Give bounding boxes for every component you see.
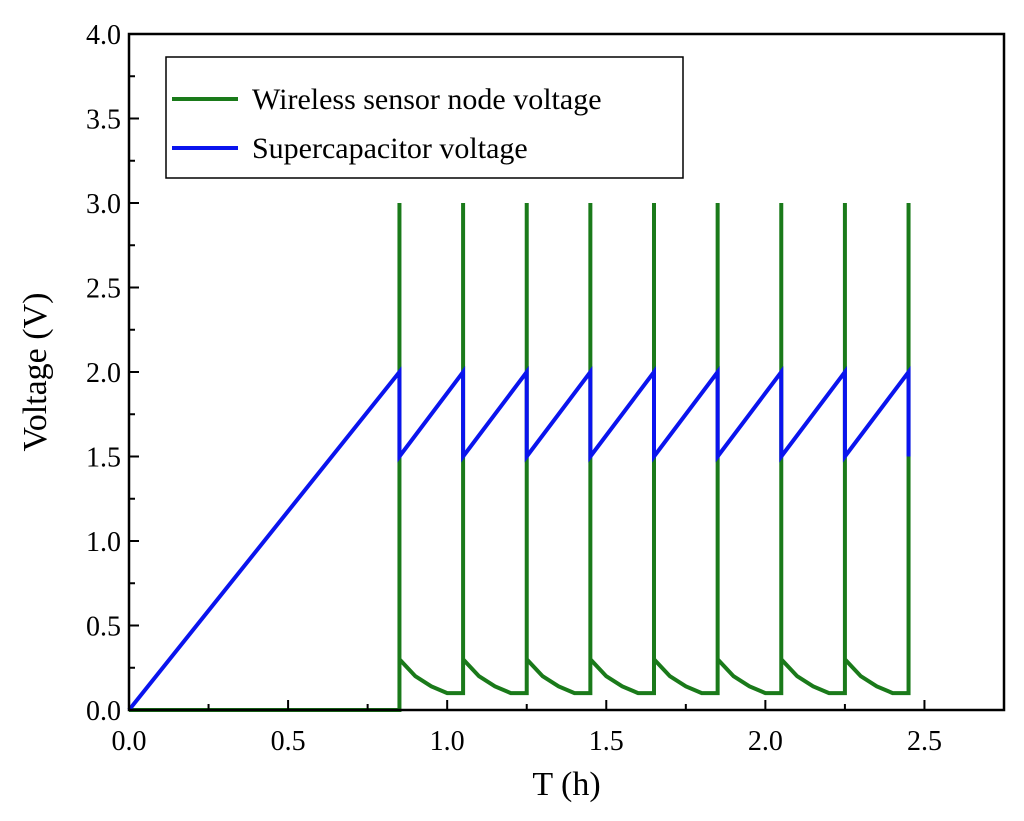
y-tick-label: 0.0 [86,696,121,727]
y-axis-title: Voltage (V) [17,293,54,452]
x-tick-label: 1.5 [589,726,624,757]
y-tick-label: 0.5 [86,612,121,643]
y-tick-label: 4.0 [86,20,121,51]
series-layer [127,203,911,712]
x-tick-label: 2.0 [748,726,783,757]
y-tick-label: 2.0 [86,358,121,389]
x-axis-title: T (h) [532,766,600,803]
axes-layer: 0.0 0.5 1.0 1.5 2.0 2.5 0.0 0.5 1.0 1.5 2.0 2.5 3.0 3… [86,20,942,757]
y-tick-label: 1.5 [86,443,121,474]
legend: Wireless sensor node voltage Supercapaci… [165,56,684,179]
legend-label-wireless-sensor-node: Wireless sensor node voltage [252,83,602,116]
legend-box [165,56,684,179]
legend-label-supercapacitor: Supercapacitor voltage [252,132,528,165]
x-tick-label: 1.0 [430,726,465,757]
series-line-supercapacitor [127,366,911,712]
x-tick-label: 0.0 [112,726,147,757]
series-line-wireless-sensor-node [129,203,911,712]
y-tick-label: 3.0 [86,189,121,220]
y-tick-label: 1.0 [86,527,121,558]
x-tick-label: 0.5 [271,726,306,757]
y-tick-label: 3.5 [86,105,121,136]
x-tick-label: 2.5 [907,726,942,757]
y-tick-label: 2.5 [86,274,121,305]
